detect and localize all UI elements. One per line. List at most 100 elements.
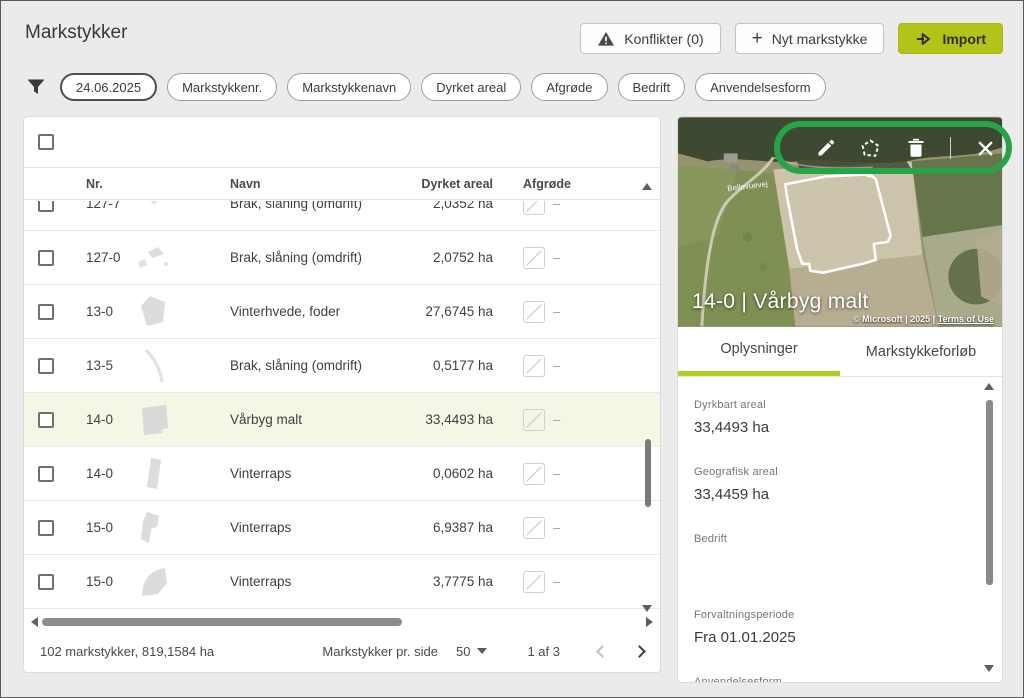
conflicts-button[interactable]: Konflikter (0)	[580, 23, 720, 54]
field-value: 33,4459 ha	[694, 486, 986, 503]
scroll-down-icon[interactable]	[984, 665, 994, 672]
selected-field-outline	[785, 174, 890, 272]
cell-afgroede: –	[553, 285, 560, 339]
terms-of-use-link[interactable]: Terms of Use	[938, 314, 994, 324]
trash-icon[interactable]	[905, 138, 926, 159]
close-icon[interactable]	[975, 138, 996, 159]
table-row[interactable]: 127-7 Brak, slåning (omdrift) 2,0352 ha …	[24, 201, 660, 231]
table-row[interactable]: 15-0 Vinterraps 3,7775 ha –	[24, 555, 660, 609]
vertical-scrollbar-thumb[interactable]	[645, 439, 651, 507]
import-button[interactable]: Import	[898, 23, 1003, 54]
row-checkbox[interactable]	[38, 520, 54, 536]
cell-navn: Brak, slåning (omdrift)	[230, 201, 362, 231]
cell-afgroede: –	[553, 231, 560, 285]
row-checkbox[interactable]	[38, 201, 54, 212]
field-value-empty	[694, 553, 986, 609]
polygon-icon[interactable]	[860, 138, 881, 159]
table-row[interactable]: 13-0 Vinterhvede, foder 27,6745 ha –	[24, 285, 660, 339]
pencil-icon[interactable]	[815, 138, 836, 159]
filter-chip-anvendelsesform[interactable]: Anvendelsesform	[695, 73, 825, 101]
no-crop-icon	[523, 355, 545, 377]
detail-scrollbar-thumb[interactable]	[986, 400, 993, 585]
scroll-down-icon[interactable]	[642, 605, 652, 612]
row-checkbox[interactable]	[38, 358, 54, 374]
filter-chip-bedrift[interactable]: Bedrift	[618, 73, 686, 101]
table-summary: 102 markstykker, 819,1584 ha	[40, 644, 214, 659]
table-row[interactable]: 127-0 Brak, slåning (omdrift) 2,0752 ha …	[24, 231, 660, 285]
chevron-right-icon[interactable]	[633, 645, 646, 658]
new-markstykke-button[interactable]: + Nyt markstykke	[735, 23, 885, 54]
column-header-afgroede[interactable]: Afgrøde	[523, 169, 571, 200]
cell-dyrket-areal: 6,9387 ha	[433, 501, 493, 555]
cell-navn: Vinterraps	[230, 501, 291, 555]
field-shape-icon	[134, 510, 174, 546]
cell-afgroede: –	[553, 201, 560, 231]
filter-bar: 24.06.2025 Markstykkenr. Markstykkenavn …	[27, 73, 826, 101]
no-crop-icon	[523, 409, 545, 431]
table-row[interactable]: 13-5 Brak, slåning (omdrift) 0,5177 ha –	[24, 339, 660, 393]
filter-chip-markstykkenr[interactable]: Markstykkenr.	[167, 73, 277, 101]
table-row[interactable]: 14-0 Vinterraps 0,0602 ha –	[24, 447, 660, 501]
cell-afgroede: –	[553, 555, 560, 609]
scroll-up-icon[interactable]	[642, 183, 652, 190]
table-row[interactable]: 15-0 Vinterraps 6,9387 ha –	[24, 501, 660, 555]
warning-triangle-icon	[597, 31, 615, 47]
cell-nr: 127-7	[86, 201, 121, 231]
row-checkbox[interactable]	[38, 250, 54, 266]
field-label: Forvaltningsperiode	[694, 609, 986, 621]
table-header: Nr. Navn Dyrket areal Afgrøde	[24, 169, 660, 200]
attribution-text: © Microsoft | 2025 |	[853, 314, 938, 324]
row-checkbox[interactable]	[38, 574, 54, 590]
funnel-icon[interactable]	[27, 79, 45, 95]
column-header-navn[interactable]: Navn	[230, 169, 261, 200]
cell-nr: 15-0	[86, 501, 113, 555]
select-all-checkbox[interactable]	[38, 134, 54, 150]
conflicts-button-label: Konflikter (0)	[624, 31, 703, 47]
tab-markstykkeforloeb[interactable]: Markstykkeforløb	[840, 327, 1002, 376]
scroll-up-icon[interactable]	[984, 383, 994, 390]
detail-tabs: Oplysninger Markstykkeforløb	[678, 327, 1002, 377]
no-crop-icon	[523, 201, 545, 215]
map-preview[interactable]: Bellevuevej 14-0 | Vårbyg malt	[678, 117, 1002, 327]
page-size-dropdown[interactable]: 50	[456, 644, 487, 659]
page-size-label: Markstykker pr. side	[322, 644, 438, 659]
filter-chip-afgroede[interactable]: Afgrøde	[531, 73, 607, 101]
no-crop-icon	[523, 571, 545, 593]
scroll-right-icon[interactable]	[646, 617, 653, 627]
cell-nr: 14-0	[86, 393, 113, 447]
page-title: Markstykker	[25, 22, 127, 44]
field-label: Anvendelsesform	[694, 676, 986, 682]
horizontal-scrollbar-thumb[interactable]	[42, 618, 402, 626]
scroll-left-icon[interactable]	[31, 617, 38, 627]
no-crop-icon	[523, 247, 545, 269]
field-label: Geografisk areal	[694, 466, 986, 478]
markstykker-table: Nr. Navn Dyrket areal Afgrøde 127-7 Brak…	[23, 116, 661, 673]
cell-navn: Brak, slåning (omdrift)	[230, 231, 362, 285]
cell-nr: 127-0	[86, 231, 121, 285]
toolbar-divider	[950, 137, 951, 159]
field-shape-icon	[134, 348, 174, 384]
tab-oplysninger[interactable]: Oplysninger	[678, 327, 840, 376]
column-header-dyrket-areal[interactable]: Dyrket areal	[421, 169, 493, 200]
filter-chip-date[interactable]: 24.06.2025	[60, 73, 157, 101]
page-size-value: 50	[456, 644, 470, 659]
field-shape-icon	[134, 201, 174, 222]
chevron-left-icon[interactable]	[596, 645, 609, 658]
new-markstykke-label: Nyt markstykke	[772, 31, 868, 47]
filter-chip-markstykkenavn[interactable]: Markstykkenavn	[287, 73, 411, 101]
plus-icon: +	[752, 29, 763, 48]
field-details: Dyrkbart areal 33,4493 ha Geografisk are…	[678, 377, 1002, 682]
field-value: 33,4493 ha	[694, 419, 986, 436]
row-checkbox[interactable]	[38, 466, 54, 482]
column-header-nr[interactable]: Nr.	[86, 169, 103, 200]
field-shape-icon	[134, 564, 174, 600]
row-checkbox[interactable]	[38, 304, 54, 320]
filter-chip-dyrket-areal[interactable]: Dyrket areal	[421, 73, 521, 101]
header-actions: Konflikter (0) + Nyt markstykke Import	[580, 23, 1003, 54]
cell-navn: Vinterraps	[230, 555, 291, 609]
cell-navn: Vinterraps	[230, 447, 291, 501]
table-row-selected[interactable]: 14-0 Vårbyg malt 33,4493 ha –	[24, 393, 660, 447]
field-shape-icon	[134, 402, 174, 438]
row-checkbox[interactable]	[38, 412, 54, 428]
table-footer: 102 markstykker, 819,1584 ha Markstykker…	[24, 630, 660, 672]
